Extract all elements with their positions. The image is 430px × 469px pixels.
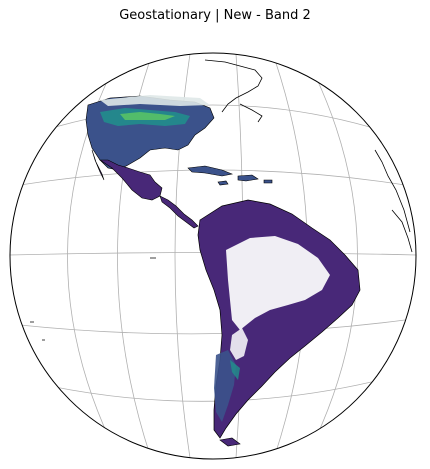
globe-outline	[9, 52, 417, 460]
coastline-fragments	[30, 59, 413, 341]
land-hispaniola	[237, 174, 259, 182]
land-patagonia	[214, 350, 236, 422]
region-caribbean	[187, 165, 273, 186]
land-cuba	[187, 165, 234, 177]
map-title: Geostationary | New - Band 2	[119, 8, 311, 23]
land-jamaica	[217, 180, 229, 186]
land-north-america-bright	[120, 112, 175, 120]
coastline-africa	[391, 209, 413, 253]
land-patagonia-teal	[230, 360, 240, 380]
land-mexico	[99, 159, 163, 201]
region-south-america	[197, 199, 361, 447]
coastline-greenland	[204, 59, 263, 113]
latitude-line	[19, 319, 406, 335]
land-tierra-del-fuego	[219, 437, 241, 447]
latitude-line	[44, 379, 381, 402]
region-central-america	[159, 195, 199, 229]
longitude-line	[314, 74, 358, 441]
coastline-europe	[374, 149, 411, 233]
region-north-america	[85, 95, 215, 201]
land-canada-white	[100, 95, 210, 106]
coastline-islands	[30, 257, 156, 341]
cloud-patch	[226, 236, 330, 330]
cloud-patch	[230, 328, 248, 360]
land-central-america	[159, 195, 199, 229]
land-baja	[91, 149, 105, 181]
land-puerto-rico	[263, 179, 273, 184]
coastline-labrador	[239, 103, 263, 123]
